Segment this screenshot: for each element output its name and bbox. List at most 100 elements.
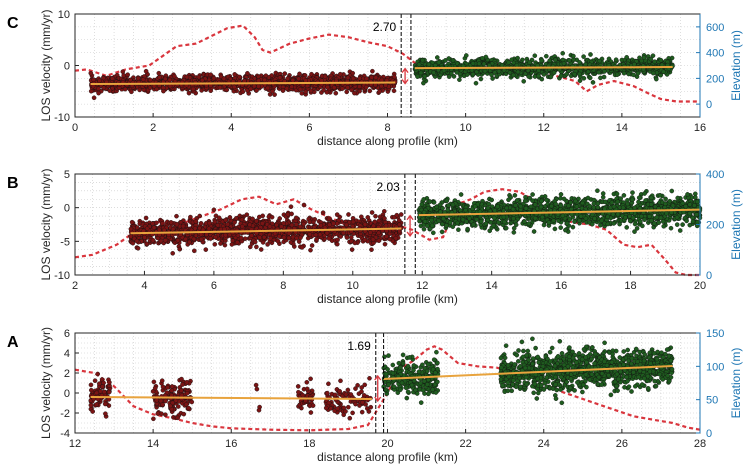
data-point <box>632 62 637 67</box>
data-point <box>631 72 636 78</box>
data-point <box>260 213 266 219</box>
data-point <box>218 241 223 246</box>
data-point <box>536 73 541 79</box>
data-point <box>172 73 177 79</box>
data-point <box>363 84 369 90</box>
data-point <box>147 77 153 83</box>
data-point <box>382 216 387 221</box>
data-point <box>506 60 511 65</box>
data-point <box>244 212 250 217</box>
data-point <box>439 229 445 235</box>
data-point <box>174 221 180 227</box>
data-point <box>308 247 313 253</box>
data-point <box>261 234 267 240</box>
data-point <box>212 241 218 247</box>
data-point <box>577 60 582 65</box>
data-point <box>344 235 350 240</box>
data-point <box>658 57 664 63</box>
data-point <box>167 77 173 83</box>
data-point <box>318 223 324 228</box>
data-point <box>564 71 570 77</box>
data-point <box>279 224 284 229</box>
data-point <box>481 61 487 67</box>
data-point <box>216 215 222 221</box>
data-point <box>370 68 375 74</box>
y2-tick-label: 200 <box>706 73 724 85</box>
data-point <box>293 222 299 227</box>
data-point <box>558 195 563 201</box>
x-tick-label: 12 <box>538 122 550 134</box>
data-point <box>314 236 319 242</box>
data-point <box>369 210 375 215</box>
data-point <box>270 89 275 94</box>
data-point <box>258 247 264 252</box>
data-point <box>547 58 553 64</box>
data-point <box>156 70 162 76</box>
data-point <box>345 85 351 90</box>
y2-axis-label: Elevation (m) <box>729 30 743 101</box>
data-point <box>232 219 237 225</box>
panel-label-C: C <box>7 15 19 32</box>
data-point <box>288 204 294 209</box>
data-point <box>203 247 209 252</box>
data-point <box>680 222 685 227</box>
data-point <box>256 78 262 83</box>
data-point <box>267 224 273 229</box>
data-point <box>282 71 288 76</box>
data-point <box>346 212 351 217</box>
data-point <box>561 61 567 66</box>
data-point <box>548 74 554 80</box>
data-point <box>553 57 558 63</box>
data-point <box>590 80 596 85</box>
data-point <box>250 216 255 222</box>
data-point <box>614 72 620 77</box>
data-point <box>320 210 326 215</box>
data-point <box>496 68 502 74</box>
data-point <box>204 232 209 237</box>
data-point <box>383 223 389 229</box>
data-point <box>174 213 179 219</box>
data-point <box>358 214 364 220</box>
data-point <box>624 225 630 230</box>
data-point <box>383 83 388 88</box>
data-point <box>191 248 197 254</box>
data-point <box>197 225 202 231</box>
data-point <box>170 226 176 232</box>
x-tick-label: 4 <box>228 122 234 134</box>
data-point <box>420 57 425 63</box>
data-point <box>621 70 627 76</box>
data-point <box>157 75 162 80</box>
data-point <box>539 58 545 64</box>
data-point <box>675 195 681 201</box>
data-point <box>186 90 192 96</box>
data-point <box>372 219 378 225</box>
data-point <box>326 216 332 221</box>
y-axis-label: LOS velocity (mm/yr) <box>39 9 53 121</box>
offset-label: 2.70 <box>373 20 397 34</box>
data-point <box>581 76 587 81</box>
data-point <box>379 83 384 89</box>
data-point <box>335 237 340 243</box>
data-point <box>277 75 283 80</box>
x-tick-label: 14 <box>616 122 628 134</box>
data-point <box>669 188 675 194</box>
data-point <box>151 83 157 89</box>
data-point <box>393 235 399 241</box>
data-point <box>352 240 358 246</box>
data-point <box>154 220 159 226</box>
data-point <box>421 197 427 202</box>
data-point <box>208 236 213 241</box>
data-point <box>430 230 436 236</box>
data-point <box>281 235 287 240</box>
data-point <box>143 68 149 74</box>
data-point <box>422 73 428 79</box>
data-point <box>322 74 328 79</box>
data-point <box>239 224 245 229</box>
data-point <box>661 223 667 229</box>
data-point <box>416 62 422 67</box>
elevation-line <box>74 24 700 103</box>
data-point <box>313 232 319 238</box>
data-point <box>296 76 302 82</box>
data-point <box>137 87 142 93</box>
